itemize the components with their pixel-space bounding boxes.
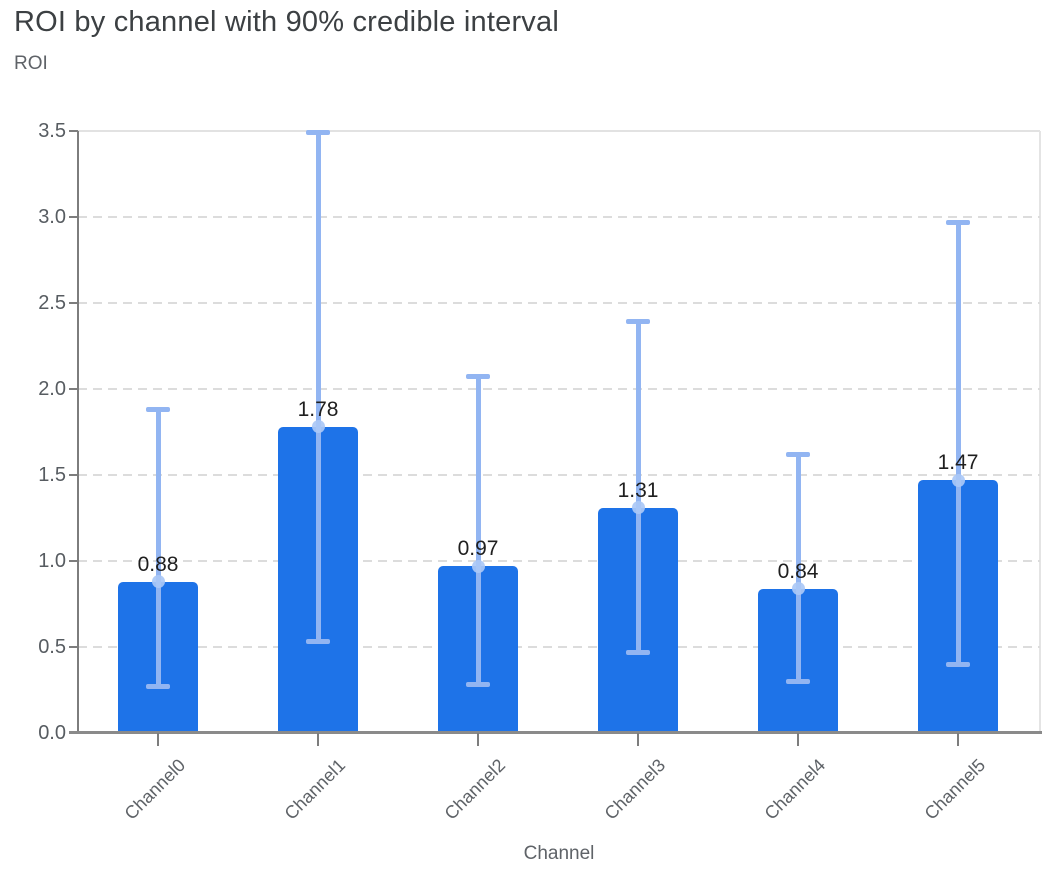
error-bar-line: [475, 376, 481, 685]
y-tick-mark: [69, 130, 78, 132]
x-tick-mark: [637, 733, 639, 746]
y-tick-mark: [69, 388, 78, 390]
error-bar-cap-upper: [306, 130, 330, 136]
error-bar-cap-lower: [146, 684, 170, 690]
x-tick-mark: [957, 733, 959, 746]
plot-right-border: [1039, 131, 1041, 733]
x-axis-title: Channel: [523, 843, 595, 864]
error-bar-cap-lower: [306, 639, 330, 645]
y-tick-label: 3.0: [38, 206, 66, 228]
error-bar-cap-lower: [946, 661, 970, 667]
x-tick-mark: [157, 733, 159, 746]
value-label: 0.97: [457, 537, 499, 561]
value-label: 1.78: [297, 397, 339, 421]
error-bar-line: [955, 222, 961, 665]
y-tick-mark: [69, 560, 78, 562]
x-tick-mark: [317, 733, 319, 746]
plot-top-border: [78, 130, 1040, 132]
error-bar-cap-lower: [786, 678, 810, 684]
x-tick-mark: [477, 733, 479, 746]
mean-marker: [151, 575, 165, 589]
error-bar-line: [315, 132, 321, 642]
mean-marker: [471, 559, 485, 573]
gridline: [78, 302, 1040, 304]
gridline: [78, 388, 1040, 390]
gridline: [78, 474, 1040, 476]
error-bar-cap-upper: [466, 374, 490, 380]
chart-title: ROI by channel with 90% credible interva…: [14, 6, 559, 38]
x-axis-line: [69, 731, 1042, 734]
gridline: [78, 646, 1040, 648]
error-bar-cap-lower: [626, 649, 650, 655]
y-tick-label: 1.5: [38, 464, 66, 486]
value-label: 0.88: [137, 552, 179, 576]
y-tick-mark: [69, 474, 78, 476]
y-tick-label: 2.0: [38, 378, 66, 400]
gridline: [78, 560, 1040, 562]
error-bar-line: [635, 321, 641, 653]
error-bar-cap-lower: [466, 682, 490, 688]
error-bar-cap-upper: [786, 451, 810, 457]
y-tick-label: 0.0: [38, 722, 66, 744]
mean-marker: [951, 473, 965, 487]
error-bar-line: [155, 409, 161, 687]
value-label: 1.47: [937, 451, 979, 475]
y-axis-line: [77, 131, 79, 733]
value-label: 0.84: [777, 559, 819, 583]
plot-area: 0.88 1.78 0.97 1.31 0.84 1.47 Channel0 Channel…: [69, 130, 1042, 864]
y-tick-mark: [69, 302, 78, 304]
x-tick-mark: [797, 733, 799, 746]
error-bar-cap-upper: [946, 219, 970, 225]
mean-marker: [631, 501, 645, 515]
value-label: 1.31: [617, 478, 659, 502]
y-tick-label: 1.0: [38, 550, 66, 572]
y-tick-label: 3.5: [38, 120, 66, 142]
error-bar-cap-upper: [146, 407, 170, 413]
error-bar-line: [795, 454, 801, 682]
y-tick-mark: [69, 216, 78, 218]
gridline: [78, 216, 1040, 218]
mean-marker: [791, 582, 805, 596]
y-axis-title: ROI: [14, 53, 48, 74]
y-tick-mark: [69, 646, 78, 648]
y-tick-label: 2.5: [38, 292, 66, 314]
mean-marker: [311, 420, 325, 434]
y-tick-label: 0.5: [38, 636, 66, 658]
error-bar-cap-upper: [626, 319, 650, 325]
